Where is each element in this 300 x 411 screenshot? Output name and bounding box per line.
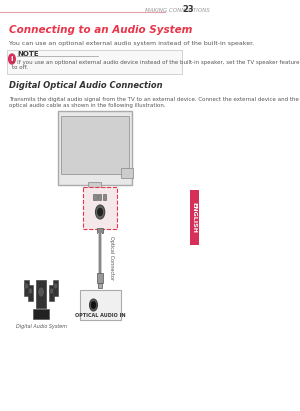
Circle shape xyxy=(54,283,58,289)
Bar xyxy=(53,280,58,296)
Bar xyxy=(88,182,101,188)
Text: Optical Connector: Optical Connector xyxy=(110,236,114,280)
Circle shape xyxy=(50,288,54,294)
Bar xyxy=(98,228,103,233)
Circle shape xyxy=(89,299,98,311)
Bar xyxy=(80,290,121,320)
Circle shape xyxy=(98,208,103,216)
Bar xyxy=(99,233,101,288)
Bar xyxy=(190,190,199,245)
Bar xyxy=(61,116,129,174)
Bar xyxy=(98,233,102,288)
Bar xyxy=(97,273,104,283)
Bar xyxy=(49,285,54,301)
Bar xyxy=(98,194,101,200)
Text: NOTE: NOTE xyxy=(17,51,39,57)
FancyBboxPatch shape xyxy=(7,50,182,74)
Text: Transmits the digital audio signal from the TV to an external device. Connect th: Transmits the digital audio signal from … xyxy=(9,97,300,108)
Circle shape xyxy=(28,288,32,294)
Bar xyxy=(98,283,102,288)
Bar xyxy=(24,280,29,296)
Text: OPTICAL AUDIO IN: OPTICAL AUDIO IN xyxy=(75,312,125,318)
Text: Digital Audio System: Digital Audio System xyxy=(16,323,67,328)
Text: You can use an optional external audio system instead of the built-in speaker.: You can use an optional external audio s… xyxy=(9,42,254,46)
Text: • If you use an optional external audio device instead of the built-in speaker, : • If you use an optional external audio … xyxy=(12,60,299,70)
Text: Digital Optical Audio Connection: Digital Optical Audio Connection xyxy=(9,81,163,90)
Text: i: i xyxy=(11,56,13,62)
FancyBboxPatch shape xyxy=(58,111,132,185)
Text: 23: 23 xyxy=(183,5,194,14)
Bar xyxy=(103,194,106,200)
Text: MAKING CONNECTIONS: MAKING CONNECTIONS xyxy=(145,7,209,12)
Circle shape xyxy=(38,287,44,297)
FancyBboxPatch shape xyxy=(83,187,117,229)
Text: Connecting to an Audio System: Connecting to an Audio System xyxy=(9,25,193,35)
Bar xyxy=(36,280,46,308)
Circle shape xyxy=(25,283,28,289)
Circle shape xyxy=(95,205,105,219)
Text: ENGLISH: ENGLISH xyxy=(192,202,197,233)
Bar xyxy=(33,309,49,319)
Bar xyxy=(121,168,133,178)
Circle shape xyxy=(91,302,96,309)
Bar xyxy=(28,285,33,301)
Circle shape xyxy=(9,54,15,64)
Bar xyxy=(94,194,97,200)
Bar xyxy=(83,187,107,190)
